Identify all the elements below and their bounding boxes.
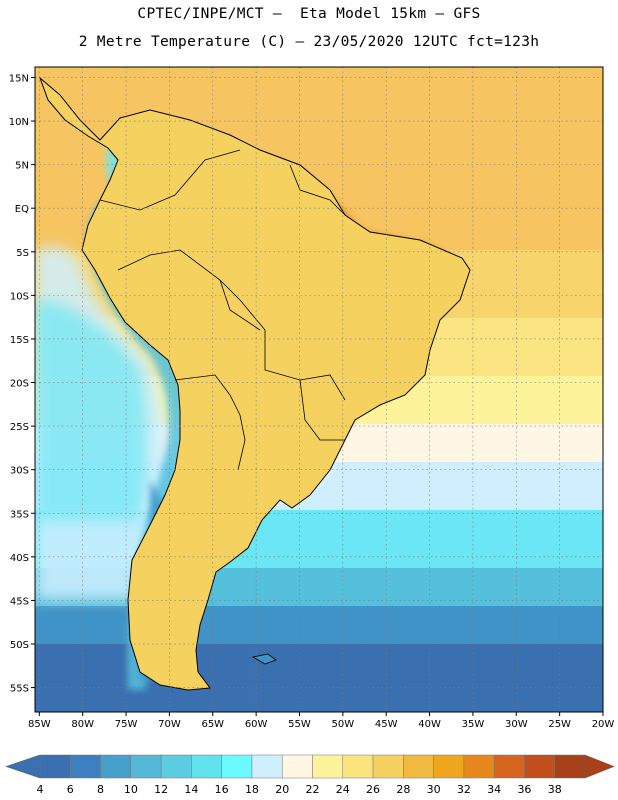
band-very-cold bbox=[35, 606, 603, 646]
lon-tick-label: 40W bbox=[418, 719, 441, 730]
colorbar-swatch bbox=[221, 754, 253, 779]
lat-tick-label: 10N bbox=[9, 117, 29, 128]
colorbar-swatch bbox=[70, 754, 101, 779]
temperature-colorbar: 4 6 8 10 12 14 16 18 20 22 24 26 28 30 32 34 36 38 bbox=[5, 754, 615, 796]
lat-tick-label: EQ bbox=[15, 204, 29, 215]
lat-tick-label: 25S bbox=[10, 422, 29, 433]
colorbar-label: 14 bbox=[184, 783, 198, 796]
chart-title-line-2: 2 Metre Temperature (C) – 23/05/2020 12U… bbox=[78, 34, 540, 50]
lon-tick-label: 80W bbox=[71, 719, 94, 730]
colorbar-swatch bbox=[524, 754, 555, 779]
colorbar-swatch bbox=[463, 754, 495, 779]
lat-tick-label: 5N bbox=[15, 161, 29, 172]
pacific-cold-current bbox=[35, 300, 148, 520]
colorbar-label: 26 bbox=[366, 783, 380, 796]
lat-tick-label: 45S bbox=[10, 596, 29, 607]
colorbar-swatch bbox=[130, 754, 162, 779]
colorbar-label: 22 bbox=[306, 783, 320, 796]
colorbar-label: 18 bbox=[245, 783, 259, 796]
colorbar-swatch bbox=[342, 754, 374, 779]
lat-tick-label: 5S bbox=[16, 248, 29, 259]
map-frame bbox=[34, 66, 604, 713]
lon-tick-label: 60W bbox=[245, 719, 268, 730]
colorbar-swatch bbox=[39, 754, 71, 779]
colorbar-label: 24 bbox=[336, 783, 350, 796]
colorbar-swatch bbox=[281, 754, 313, 779]
colorbar-label: 8 bbox=[97, 783, 104, 796]
colorbar-label: 36 bbox=[517, 783, 531, 796]
lat-tick-label: 50S bbox=[10, 640, 29, 651]
colorbar-label: 4 bbox=[37, 783, 44, 796]
lat-tick-label: 35S bbox=[10, 509, 29, 520]
lat-tick-label: 55S bbox=[10, 684, 29, 695]
lat-tick-label: 10S bbox=[10, 291, 29, 302]
colorbar-swatch bbox=[160, 754, 192, 779]
falkland-islands bbox=[251, 653, 277, 665]
colorbar-label: 12 bbox=[154, 783, 168, 796]
colorbar-swatch bbox=[251, 754, 283, 779]
country-borders bbox=[99, 149, 346, 471]
colorbar-label: 16 bbox=[215, 783, 229, 796]
lat-lon-grid bbox=[35, 67, 604, 712]
colorbar-swatch bbox=[191, 754, 222, 779]
colorbar-swatch bbox=[433, 754, 465, 779]
colorbar-label: 28 bbox=[396, 783, 410, 796]
lat-tick-label: 40S bbox=[10, 553, 29, 564]
colorbar-swatch bbox=[403, 754, 434, 779]
lon-tick-label: 30W bbox=[505, 719, 528, 730]
lat-tick-label: 15N bbox=[9, 73, 29, 84]
colorbar-label: 6 bbox=[67, 783, 74, 796]
colorbar-label: 34 bbox=[487, 783, 501, 796]
lat-tick-label: 20S bbox=[10, 379, 29, 390]
colorbar-label: 32 bbox=[457, 783, 471, 796]
lon-tick-label: 50W bbox=[332, 719, 355, 730]
longitude-axis: 85W 80W 75W 70W 65W 60W 55W 50W 45W 40W 35W 30W 25W 2… bbox=[28, 712, 614, 730]
lat-tick-label: 15S bbox=[10, 335, 29, 346]
colorbar-swatch bbox=[312, 754, 344, 779]
chart-title-line-1: CPTEC/INPE/MCT – Eta Model 15km – GFS bbox=[137, 6, 481, 22]
lon-tick-label: 55W bbox=[288, 719, 311, 730]
lon-tick-label: 45W bbox=[375, 719, 398, 730]
temperature-field bbox=[35, 67, 603, 712]
lon-tick-label: 75W bbox=[115, 719, 138, 730]
colorbar-label: 30 bbox=[427, 783, 441, 796]
colorbar-swatch bbox=[554, 754, 586, 779]
colorbar-swatch bbox=[493, 754, 525, 779]
lon-tick-label: 85W bbox=[28, 719, 51, 730]
colorbar-label: 20 bbox=[275, 783, 289, 796]
lon-tick-label: 70W bbox=[158, 719, 181, 730]
lon-tick-label: 20W bbox=[592, 719, 615, 730]
band-southern-ocean bbox=[35, 644, 603, 712]
latitude-axis: 15N 10N 5N EQ 5S 10S 15S 20S 25S 30S 35S 40S 45S 50S 5… bbox=[9, 73, 35, 695]
colorbar-low-arrow bbox=[5, 754, 41, 779]
colorbar-label: 38 bbox=[548, 783, 562, 796]
lon-tick-label: 35W bbox=[462, 719, 485, 730]
colorbar-high-arrow bbox=[584, 754, 615, 779]
lon-tick-label: 65W bbox=[201, 719, 224, 730]
lat-tick-label: 30S bbox=[10, 466, 29, 477]
colorbar-swatch bbox=[372, 754, 404, 779]
colorbar-swatch bbox=[100, 754, 132, 779]
colorbar-label: 10 bbox=[124, 783, 138, 796]
lon-tick-label: 25W bbox=[548, 719, 571, 730]
